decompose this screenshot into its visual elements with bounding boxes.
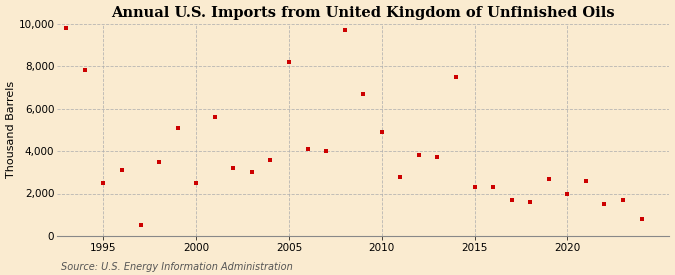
Point [340,28,350,32]
Point [543,177,554,181]
Point [451,75,462,79]
Point [154,160,165,164]
Text: Source: U.S. Energy Information Administration: Source: U.S. Energy Information Administ… [61,262,292,272]
Point [228,166,239,170]
Point [135,223,146,228]
Point [377,130,387,134]
Point [488,185,499,189]
Point [302,147,313,151]
Title: Annual U.S. Imports from United Kingdom of Unfinished Oils: Annual U.S. Imports from United Kingdom … [111,6,615,20]
Point [432,155,443,160]
Point [506,198,517,202]
Point [321,149,331,153]
Point [358,91,369,96]
Point [469,185,480,189]
Point [562,191,573,196]
Point [209,115,220,119]
Point [414,153,425,158]
Point [618,198,628,202]
Y-axis label: Thousand Barrels: Thousand Barrels [5,81,16,178]
Point [80,68,90,72]
Point [172,125,183,130]
Point [580,178,591,183]
Point [284,60,294,64]
Point [525,200,536,204]
Point [98,181,109,185]
Point [599,202,610,206]
Point [265,157,276,162]
Point [246,170,257,174]
Point [191,181,202,185]
Point [117,168,128,172]
Point [61,26,72,30]
Point [637,217,647,221]
Point [395,174,406,179]
